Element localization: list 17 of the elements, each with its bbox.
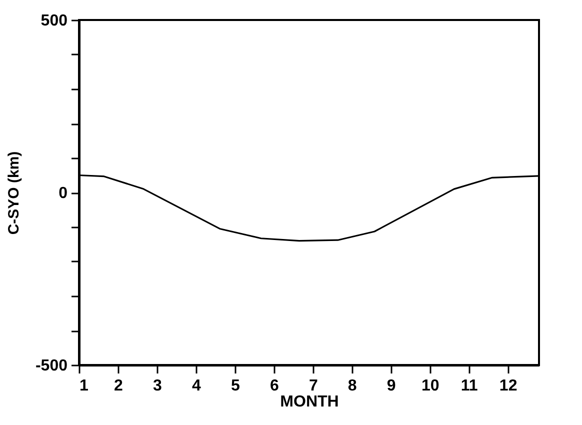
x-tick-label: 6 — [270, 378, 279, 394]
x-tick-label: 4 — [192, 378, 201, 394]
x-tick-label: 7 — [308, 378, 318, 394]
x-tick-label: 12 — [499, 378, 518, 394]
x-tick-label: 11 — [460, 378, 478, 394]
x-tick-label: 3 — [153, 378, 162, 394]
y-tick-label: -500 — [35, 358, 68, 374]
x-tick-label: 10 — [421, 378, 440, 394]
y-axis-title: C-SYO (km) — [5, 151, 22, 235]
x-axis-title: MONTH — [280, 394, 339, 410]
x-tick-label: 9 — [386, 378, 396, 394]
x-tick-label: 2 — [114, 378, 124, 394]
y-tick-label: 0 — [58, 185, 68, 202]
x-tick-label: 5 — [230, 378, 240, 394]
y-tick-label: 500 — [40, 12, 68, 30]
x-tick-label: 8 — [348, 378, 357, 394]
x-tick-label: 1 — [80, 378, 88, 394]
